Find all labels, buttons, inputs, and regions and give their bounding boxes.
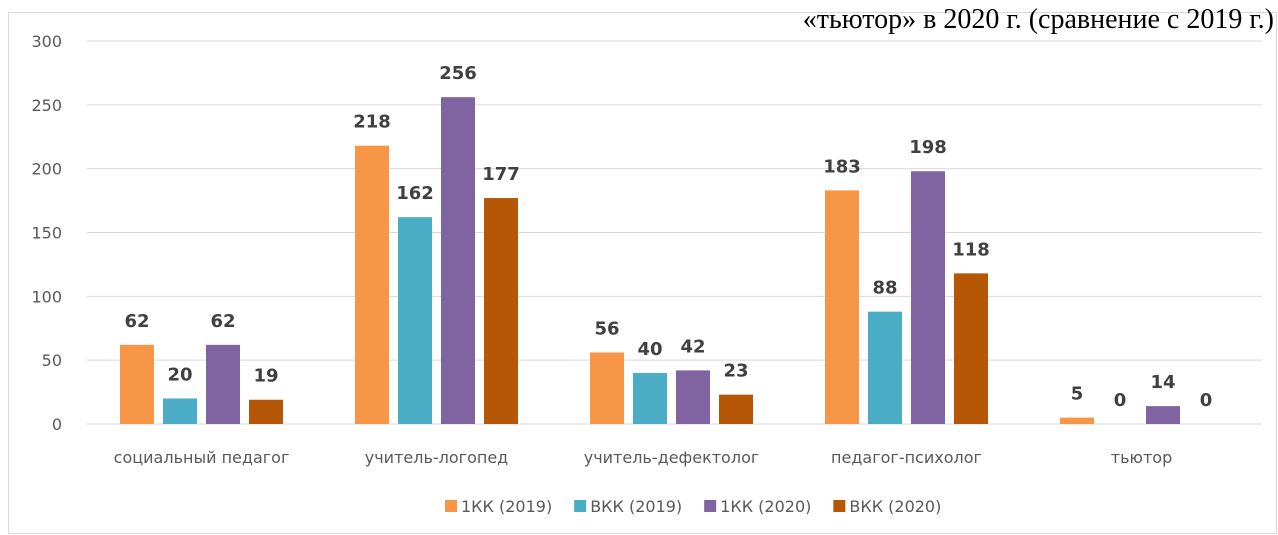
bar [825,190,859,424]
legend-swatch [574,500,587,512]
bar [484,198,518,424]
legend-label: ВКК (2020) [849,497,941,516]
bar [911,171,945,424]
data-label: 14 [1150,372,1175,393]
bar [868,311,902,424]
data-label: 19 [253,366,278,387]
data-label: 118 [952,239,990,260]
data-label: 0 [1200,390,1213,411]
legend-label: 1КК (2019) [461,497,552,516]
y-tick-label: 0 [52,415,62,434]
y-tick-label: 100 [31,287,62,306]
legend-label: 1КК (2020) [720,497,811,516]
data-label: 183 [823,156,861,177]
x-tick-label: тьютор [1111,448,1172,467]
bar [398,217,432,424]
chart-title: «тьютор» в 2020 г. (сравнение с 2019 г.) [803,4,1274,35]
bar [1060,417,1094,424]
data-label: 88 [872,278,897,299]
bar [441,97,475,424]
x-tick-label: педагог-психолог [831,448,982,467]
data-label: 162 [396,183,434,204]
bar [633,372,667,424]
y-tick-label: 250 [31,96,62,115]
x-tick-label: учитель-дефектолог [584,448,760,467]
bar [954,273,988,424]
bar [590,352,624,424]
data-label: 218 [353,112,391,133]
data-label: 177 [482,164,520,185]
data-label: 5 [1071,384,1084,405]
data-label: 40 [637,339,662,360]
bar [249,399,283,424]
bar [676,370,710,424]
chart-border [8,12,1277,534]
legend-swatch [704,500,717,512]
data-label: 56 [594,319,619,340]
y-tick-label: 150 [31,224,62,243]
legend-swatch [833,500,846,512]
legend-swatch [445,500,457,512]
y-tick-label: 50 [42,351,62,370]
bar [355,145,389,425]
y-tick-label: 300 [31,32,62,51]
data-label: 198 [909,137,947,158]
data-label: 20 [167,364,192,385]
data-label: 256 [439,63,477,84]
bar [719,394,753,424]
data-label: 62 [210,311,235,332]
bar [163,398,197,424]
title-background [580,0,1278,12]
x-tick-label: социальный педагог [114,448,290,467]
bar [120,344,154,424]
bar [1146,406,1180,424]
data-label: 0 [1114,390,1127,411]
bar [206,344,240,424]
data-label: 62 [124,311,149,332]
x-tick-label: учитель-логопед [365,448,509,467]
y-tick-label: 200 [31,160,62,179]
legend-label: ВКК (2019) [590,497,682,516]
data-label: 23 [723,361,748,382]
data-label: 42 [680,336,705,357]
